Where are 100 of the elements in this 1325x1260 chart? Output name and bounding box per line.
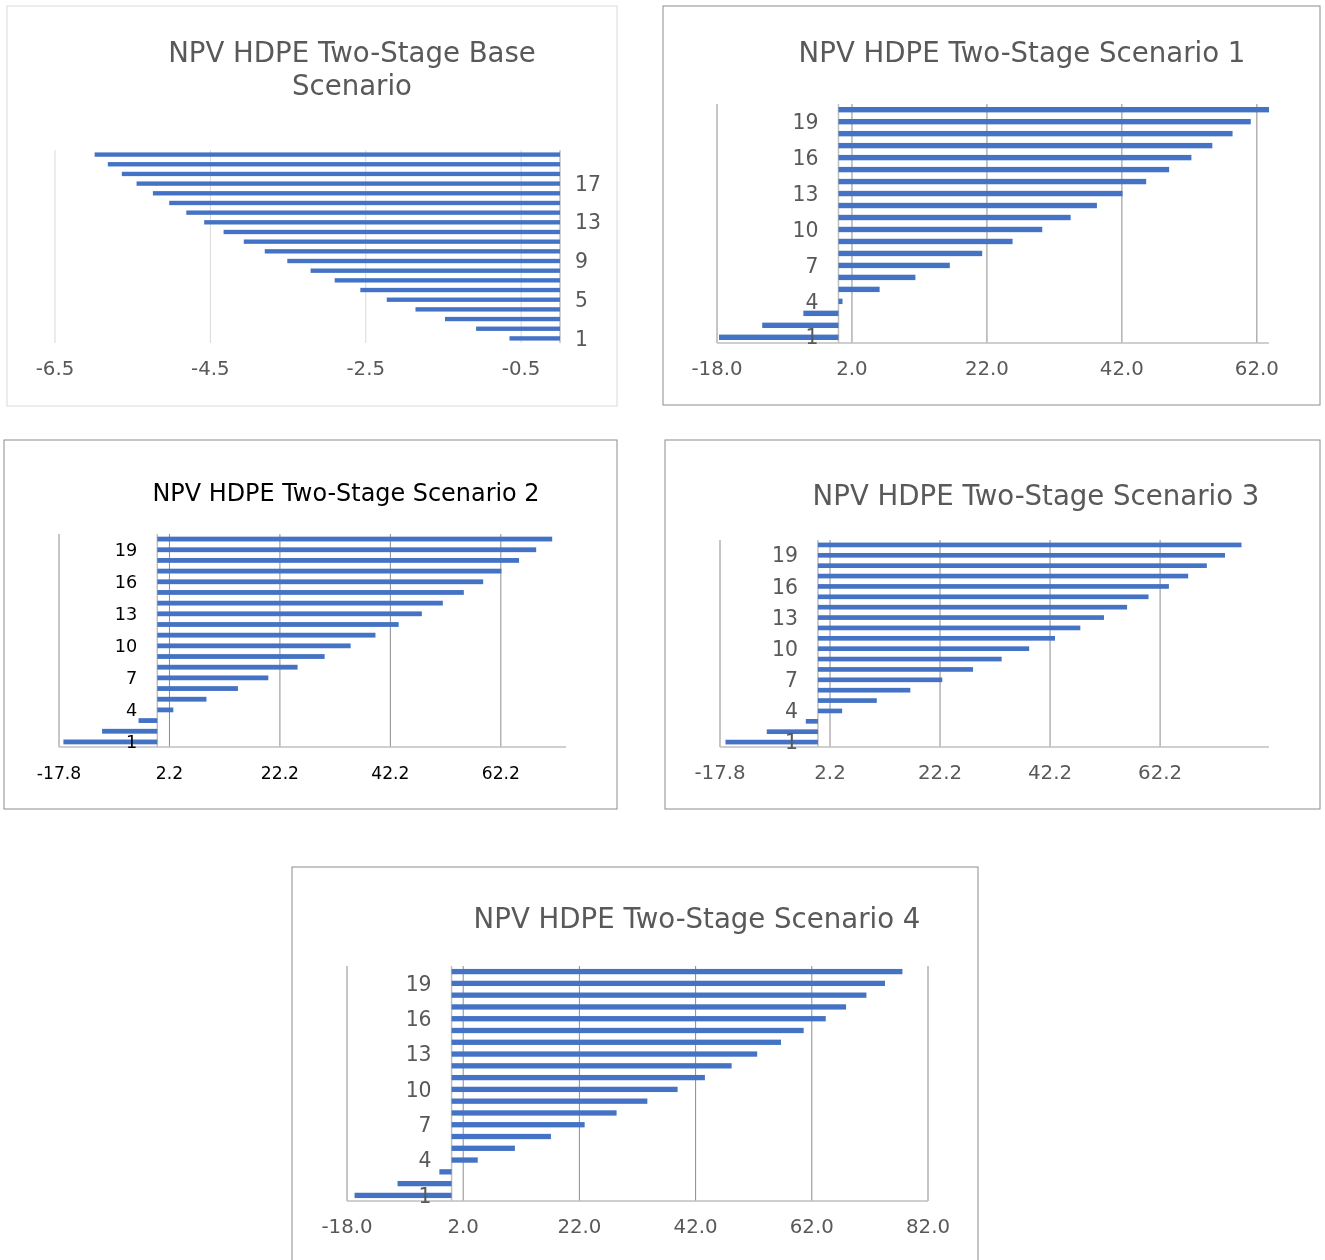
y-tick-label: 16 — [405, 1006, 432, 1031]
y-tick-label: 13 — [575, 210, 601, 235]
y-tick-label: 13 — [405, 1042, 432, 1067]
x-tick-label: 2.0 — [836, 357, 868, 380]
chart-title: NPV HDPE Two-Stage Base Scenario — [168, 35, 536, 102]
x-tick-label: -17.8 — [694, 761, 746, 784]
bar — [451, 992, 867, 998]
bar — [157, 611, 422, 617]
y-tick-label: 10 — [771, 636, 798, 661]
x-tick-label: 2.2 — [814, 761, 846, 784]
y-tick-label: 1 — [575, 326, 588, 351]
y-tick-label: 7 — [126, 668, 138, 689]
x-tick-label: -0.5 — [501, 357, 541, 380]
y-tick-label: 13 — [792, 181, 819, 206]
bar — [157, 675, 269, 681]
bar — [451, 1051, 758, 1057]
bar — [157, 686, 238, 691]
bar — [838, 202, 1097, 209]
bar — [817, 594, 1149, 600]
chart-title: NPV HDPE Two-Stage Scenario 3 — [812, 478, 1260, 512]
bar — [817, 635, 1056, 641]
y-tick-label: 7 — [805, 253, 819, 278]
x-tick-label: 2.0 — [447, 1215, 479, 1238]
bar — [838, 286, 880, 293]
x-tick-label: 42.2 — [1028, 761, 1073, 784]
bar — [451, 1039, 782, 1045]
bar — [451, 1145, 515, 1151]
y-tick-label: 10 — [114, 636, 138, 657]
x-tick-label: 22.2 — [918, 761, 963, 784]
bar — [157, 590, 464, 595]
y-tick-label: 19 — [114, 539, 138, 560]
y-tick-label: 4 — [784, 699, 798, 724]
x-tick-label: -18.0 — [691, 357, 743, 380]
x-tick-label: 22.0 — [557, 1215, 602, 1238]
x-tick-label: -17.8 — [36, 763, 82, 783]
bar — [451, 1133, 551, 1140]
bar — [397, 1180, 452, 1187]
bar — [817, 698, 877, 703]
bar — [451, 1063, 732, 1069]
y-tick-label: 4 — [418, 1148, 432, 1173]
bar — [817, 667, 974, 672]
bar — [157, 622, 399, 627]
y-tick-label: 4 — [126, 700, 138, 721]
y-tick-label: 16 — [792, 145, 819, 170]
bar — [157, 547, 537, 553]
y-tick-label: 17 — [575, 171, 601, 196]
bar — [451, 1098, 648, 1104]
bar — [817, 646, 1030, 652]
chart-title: NPV HDPE Two-Stage Scenario 2 — [152, 479, 540, 508]
bar — [157, 696, 207, 702]
x-tick-label: -18.0 — [321, 1215, 373, 1238]
bar — [817, 552, 1225, 558]
bar — [451, 1027, 804, 1034]
y-tick-label: 9 — [575, 249, 588, 274]
bar — [838, 214, 1071, 221]
bar — [838, 130, 1233, 137]
bar — [838, 226, 1043, 233]
y-tick-label: 7 — [784, 667, 798, 692]
bar — [451, 1074, 705, 1081]
bar — [838, 142, 1213, 149]
y-tick-label: 1 — [126, 732, 138, 753]
x-tick-label: 62.0 — [789, 1215, 834, 1238]
bar — [157, 707, 174, 713]
bar — [102, 728, 158, 734]
bar — [451, 1016, 826, 1022]
y-tick-label: 10 — [405, 1077, 432, 1102]
y-tick-label: 16 — [114, 571, 138, 592]
bar — [838, 166, 1170, 173]
bar — [762, 322, 839, 329]
y-tick-label: 13 — [771, 605, 798, 630]
bar — [157, 654, 325, 659]
bar — [817, 584, 1169, 589]
x-tick-label: 82.0 — [905, 1215, 951, 1238]
x-tick-label: 42.2 — [371, 763, 410, 783]
bar — [157, 568, 502, 574]
y-tick-label: 19 — [405, 971, 432, 996]
x-tick-label: -4.5 — [191, 357, 230, 380]
bar — [838, 190, 1123, 197]
bar — [157, 643, 351, 649]
chart-title: NPV HDPE Two-Stage Scenario 4 — [473, 901, 921, 935]
y-tick-label: 7 — [418, 1112, 432, 1137]
y-tick-label: 16 — [771, 574, 798, 599]
bar — [838, 107, 1269, 113]
bar — [451, 980, 886, 987]
bar — [157, 600, 443, 606]
x-tick-label: -2.5 — [346, 357, 386, 380]
x-tick-label: 2.2 — [155, 763, 184, 783]
bar — [451, 1122, 585, 1128]
bar — [838, 118, 1251, 125]
x-tick-label: 62.2 — [1138, 761, 1183, 784]
bar — [157, 632, 376, 638]
bar — [138, 718, 158, 723]
bar — [817, 604, 1128, 610]
bar — [451, 968, 903, 975]
bar — [157, 558, 520, 563]
bar — [451, 1004, 847, 1010]
bar — [451, 1110, 617, 1116]
bar — [157, 664, 298, 670]
bar — [451, 1157, 478, 1163]
x-tick-label: 22.2 — [260, 763, 300, 783]
